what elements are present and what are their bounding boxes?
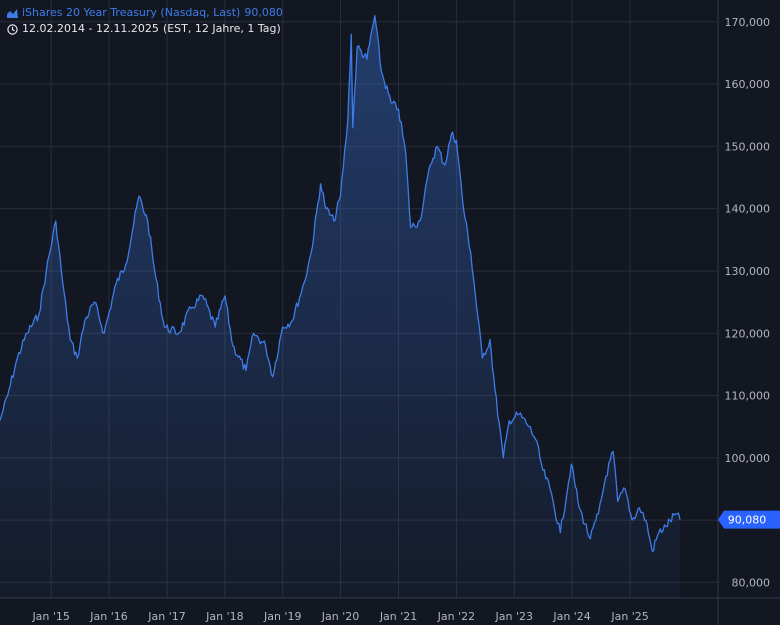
y-tick-label: 80,000 — [732, 576, 771, 589]
x-tick-label: Jan '20 — [321, 610, 359, 623]
x-tick-label: Jan '15 — [31, 610, 69, 623]
chart-header: iShares 20 Year Treasury (Nasdaq, Last) … — [6, 5, 283, 37]
area-chart-icon — [6, 7, 18, 19]
instrument-name: iShares 20 Year Treasury (Nasdaq, Last) — [22, 6, 241, 19]
y-tick-label: 120,000 — [725, 327, 771, 340]
y-tick-label: 130,000 — [725, 265, 771, 278]
x-tick-label: Jan '22 — [437, 610, 475, 623]
range-row: 12.02.2014 - 12.11.2025 (EST, 12 Jahre, … — [6, 21, 283, 37]
x-tick-label: Jan '24 — [552, 610, 590, 623]
x-tick-label: Jan '19 — [263, 610, 301, 623]
x-tick-label: Jan '21 — [379, 610, 417, 623]
last-price-label: 90,080 — [728, 514, 767, 527]
y-tick-label: 170,000 — [725, 16, 771, 29]
x-tick-label: Jan '23 — [494, 610, 532, 623]
date-range: 12.02.2014 - 12.11.2025 — [22, 22, 159, 35]
clock-icon — [6, 23, 18, 35]
y-tick-label: 100,000 — [725, 452, 771, 465]
y-tick-label: 110,000 — [725, 390, 771, 403]
y-tick-label: 150,000 — [725, 140, 771, 153]
last-price-badge — [718, 510, 780, 529]
x-tick-label: Jan '25 — [610, 610, 648, 623]
x-tick-label: Jan '17 — [147, 610, 185, 623]
x-tick-label: Jan '18 — [205, 610, 243, 623]
range-info: (EST, 12 Jahre, 1 Tag) — [162, 22, 281, 35]
series-line — [0, 14, 681, 552]
last-value: 90,080 — [244, 6, 283, 19]
y-tick-label: 140,000 — [725, 203, 771, 216]
series-area — [0, 15, 680, 599]
instrument-row[interactable]: iShares 20 Year Treasury (Nasdaq, Last) … — [6, 5, 283, 21]
x-tick-label: Jan '16 — [89, 610, 127, 623]
y-tick-label: 160,000 — [725, 78, 771, 91]
